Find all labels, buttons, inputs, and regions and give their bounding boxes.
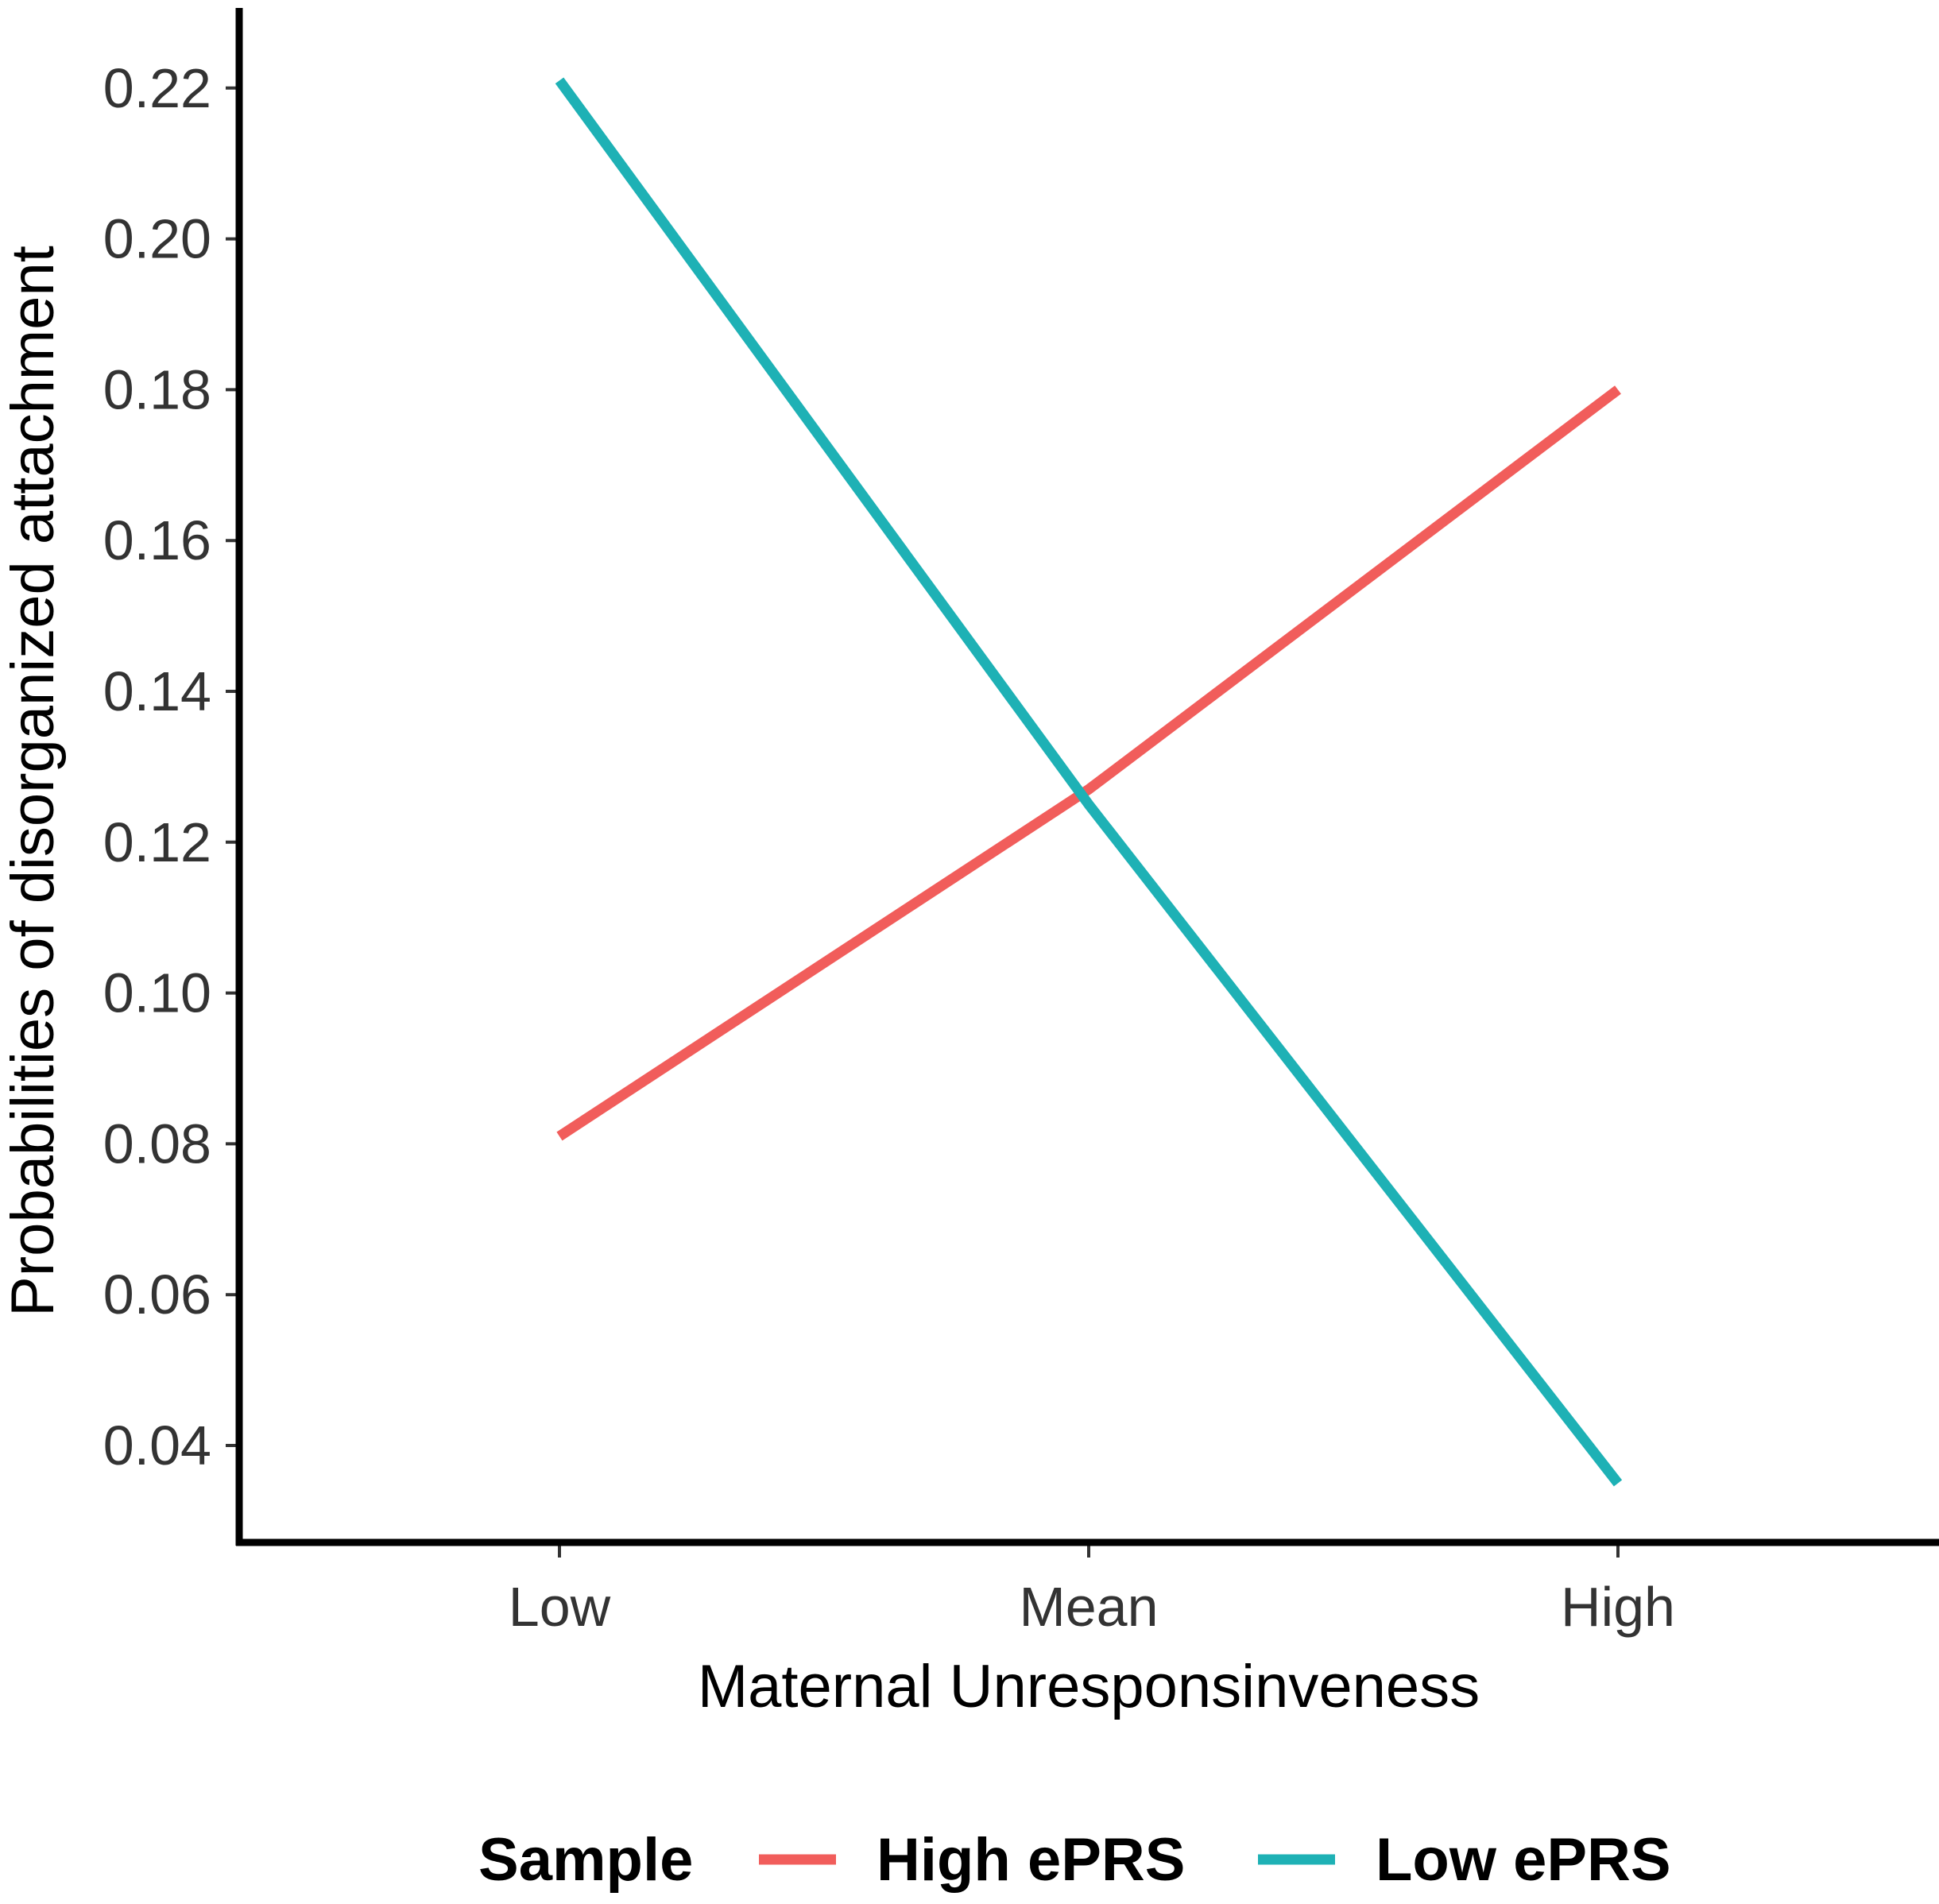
x-tick-label: Low <box>509 1576 611 1638</box>
legend-label-low-eprs: Low ePRS <box>1376 1826 1671 1894</box>
y-tick-label: 0.08 <box>103 1113 211 1175</box>
legend-title: Sample <box>478 1826 693 1894</box>
x-axis-ticks: Low Mean High <box>509 1542 1675 1638</box>
x-axis-title: Maternal Unresponsinveness <box>698 1653 1480 1720</box>
y-tick-label: 0.18 <box>103 358 211 420</box>
y-tick-label: 0.10 <box>103 962 211 1024</box>
y-axis-title: Probabilities of disorganized attachment <box>0 246 67 1317</box>
y-tick-label: 0.22 <box>103 57 211 119</box>
y-tick-label: 0.16 <box>103 509 211 571</box>
y-tick-label: 0.14 <box>103 660 211 722</box>
x-tick-label: High <box>1561 1576 1675 1638</box>
y-tick-label: 0.06 <box>103 1264 211 1325</box>
x-tick-label: Mean <box>1019 1576 1158 1638</box>
y-axis-ticks: 0.04 0.06 0.08 0.10 0.12 0.14 0.16 0.18 0.20 0.22 <box>103 57 239 1476</box>
y-tick-label: 0.12 <box>103 811 211 873</box>
series-line-high-eprs <box>556 385 1621 1141</box>
y-tick-label: 0.04 <box>103 1414 211 1476</box>
y-tick-label: 0.20 <box>103 208 211 270</box>
legend: Sample High ePRS Low ePRS <box>478 1826 1671 1894</box>
series-layer <box>555 77 1623 1487</box>
legend-label-high-eprs: High ePRS <box>877 1826 1186 1894</box>
series-line-low-eprs <box>555 77 1623 1487</box>
